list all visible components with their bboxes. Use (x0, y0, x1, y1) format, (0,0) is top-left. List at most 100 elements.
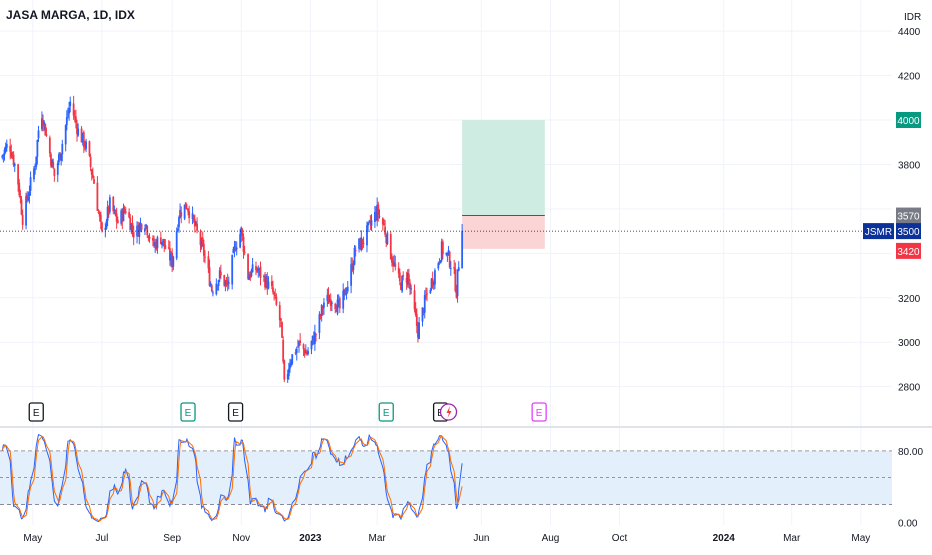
candle-body (123, 209, 126, 212)
candle-body (409, 282, 411, 290)
candle-body (431, 278, 434, 286)
candle-body (401, 275, 403, 292)
candle-body (247, 254, 249, 279)
x-tick-label: Mar (783, 533, 801, 544)
candle-body (397, 267, 400, 274)
candle-body (115, 213, 118, 222)
candle-body (153, 241, 155, 246)
candle-body (167, 247, 170, 249)
candle-body (93, 179, 95, 184)
candle-body (212, 292, 214, 294)
candle-body (385, 235, 388, 244)
candle-body (369, 221, 372, 225)
candle-body (104, 227, 107, 230)
candle-body (251, 264, 254, 273)
candle-body (168, 248, 171, 261)
candle-body (377, 204, 380, 216)
candle-body (338, 298, 341, 309)
candle-body (12, 154, 15, 166)
candle-body (52, 161, 55, 169)
earnings-event-icon (378, 402, 394, 422)
candle-body (257, 271, 260, 273)
candle-body (124, 211, 127, 213)
earnings-event-label: E (536, 408, 543, 419)
candle-body (122, 207, 125, 222)
candle-body (345, 293, 348, 295)
candle-body (383, 223, 385, 226)
candle-body (457, 267, 460, 271)
candle-body (170, 254, 172, 261)
chart-title: JASA MARGA, 1D, IDX (6, 8, 135, 22)
y-tick-label: 3800 (898, 160, 921, 171)
candle-body (289, 364, 291, 369)
candle-body (96, 182, 99, 211)
candle-body (290, 362, 292, 366)
candle-body (17, 164, 20, 185)
candle-body (241, 229, 244, 236)
candle-body (438, 261, 441, 263)
candle-body (298, 341, 300, 346)
position-target-zone (462, 120, 545, 216)
candle-body (315, 334, 317, 336)
candle-body (34, 168, 37, 170)
candle-body (306, 351, 308, 355)
candle-body (313, 332, 316, 345)
candle-body (439, 260, 442, 264)
candle-body (175, 231, 178, 259)
candle-body (217, 280, 220, 286)
candle-body (121, 211, 124, 222)
candle-body (67, 114, 69, 116)
candle-body (156, 237, 159, 249)
lightning-icon (446, 406, 452, 418)
candle-body (448, 251, 451, 268)
candle-body (243, 251, 246, 253)
candle-body (120, 210, 123, 224)
candle-body (287, 368, 290, 376)
candle-body (445, 253, 448, 255)
candle-body (368, 220, 371, 222)
candle-body (162, 239, 165, 243)
candle-body (9, 145, 12, 152)
candle-body (392, 260, 394, 267)
candle-body (171, 252, 174, 268)
candle-body (210, 285, 213, 292)
candle-body (64, 125, 67, 145)
candle-body (226, 280, 229, 286)
candle-body (426, 293, 428, 295)
y-tick-label: 2800 (898, 383, 921, 394)
candle-body (51, 159, 54, 168)
candle-body (367, 222, 370, 226)
candle-body (375, 212, 377, 219)
candle-body (208, 267, 211, 286)
candle-body (275, 296, 278, 305)
candle-body (28, 192, 31, 197)
candle-body (3, 149, 6, 155)
candle-body (454, 268, 457, 292)
candle-body (65, 117, 68, 126)
earnings-event-icon (227, 402, 244, 422)
candle-body (405, 277, 408, 283)
candle-body (4, 146, 7, 152)
candle-body (43, 121, 46, 125)
stoch-d-line (1, 435, 463, 522)
candle-body (56, 162, 59, 175)
candle-body (42, 119, 44, 126)
stop-price-badge-bg (896, 242, 921, 259)
candle-body (204, 256, 206, 258)
candle-body (398, 272, 401, 282)
candle-body (216, 285, 219, 287)
candle-body (267, 281, 270, 289)
candle-body (192, 215, 195, 221)
candle-body (334, 303, 337, 310)
candle-body (453, 267, 456, 269)
candle-body (282, 339, 285, 362)
candle-body (88, 141, 91, 156)
candle-body (235, 247, 238, 250)
candle-body (91, 174, 94, 178)
candle-body (178, 217, 180, 228)
earnings-event-label: E (383, 408, 390, 419)
candle-body (441, 241, 444, 255)
candle-body (456, 269, 459, 297)
candle-body (191, 213, 194, 219)
